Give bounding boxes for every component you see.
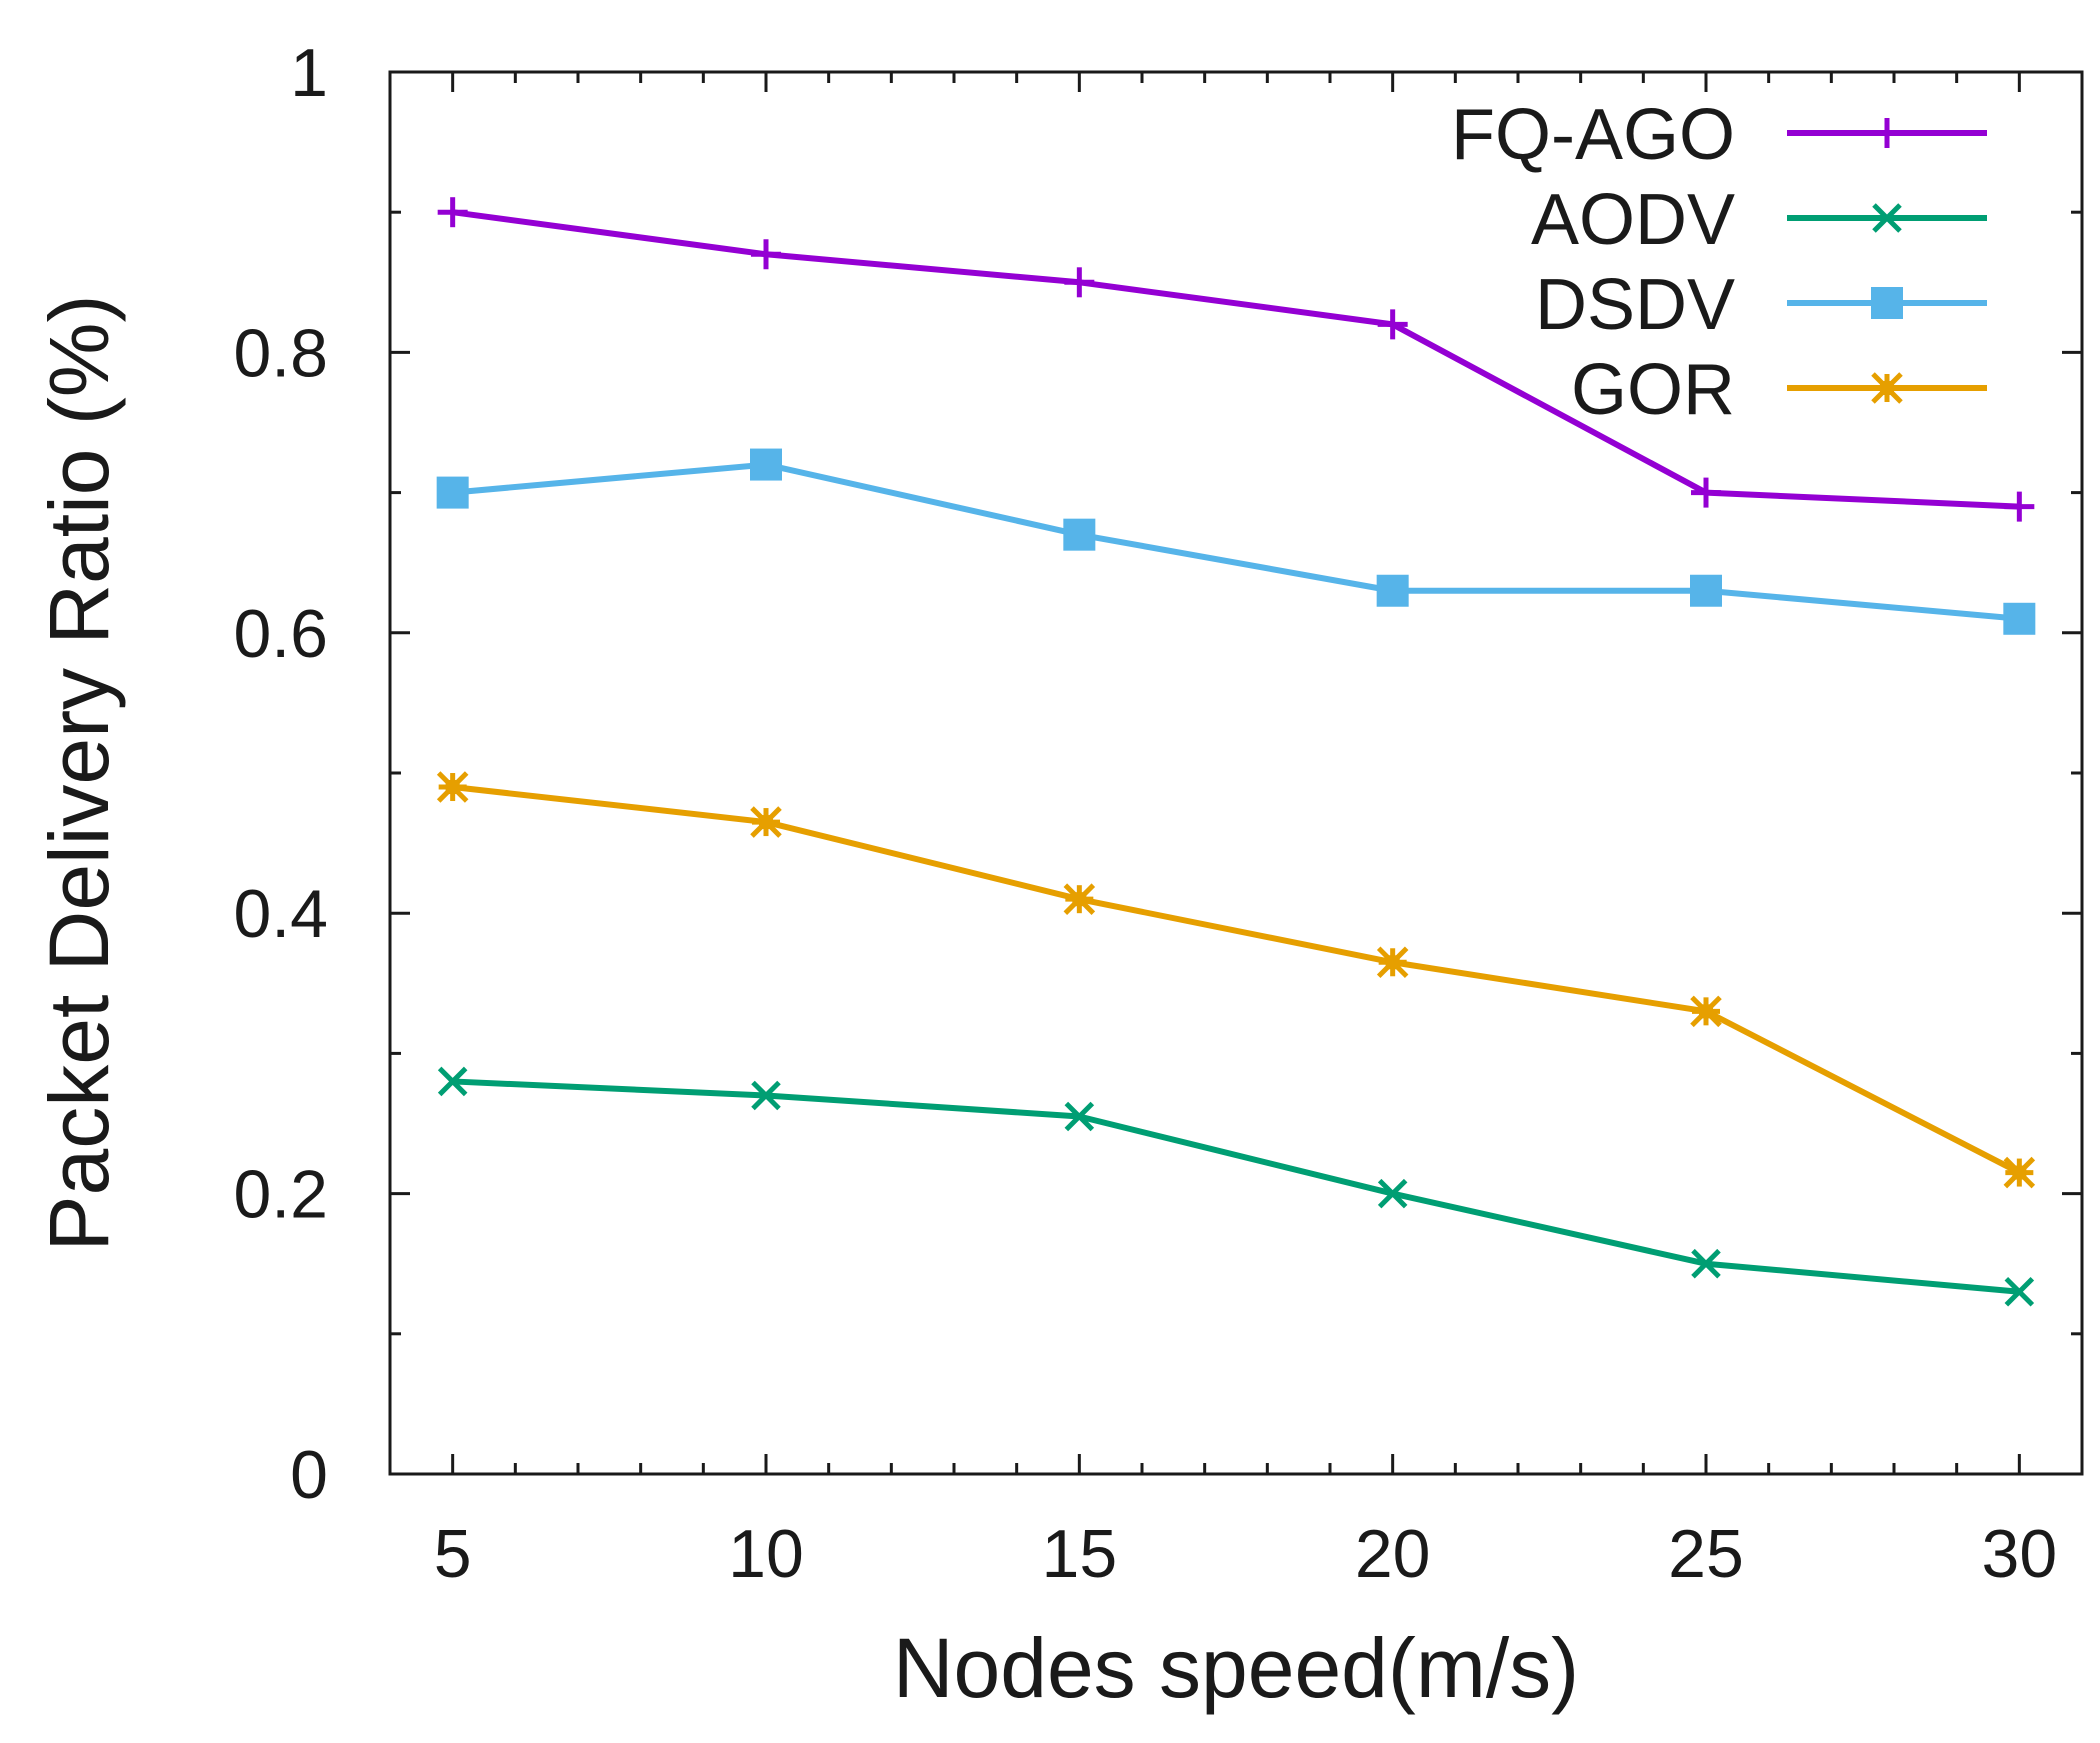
data-point-fq-ago (437, 197, 468, 228)
plot-frame (388, 70, 2084, 1476)
data-point-gor (1690, 995, 1722, 1028)
data-point-dsdv (2003, 602, 2036, 635)
data-point-dsdv (750, 448, 782, 481)
tick-labels: 00.20.40.60.815 10 15 20 25 30 (233, 35, 2057, 1592)
series-line-fq-ago (452, 209, 2020, 510)
data-point-aodv (751, 1080, 781, 1111)
y-tick-label: 1 (290, 35, 328, 111)
x-axis-title: Nodes speed(m/s) (893, 1621, 1579, 1715)
data-point-dsdv (1376, 574, 1409, 607)
data-point-gor (1063, 883, 1096, 915)
legend-swatch-marker (1871, 372, 1903, 404)
data-point-dsdv (1063, 518, 1096, 551)
legend-label: GOR (1571, 350, 1735, 430)
x-tick-label: 30 (1982, 1516, 2058, 1592)
data-point-gor (750, 806, 782, 838)
data-point-aodv (1377, 1178, 1408, 1209)
data-point-aodv (2004, 1276, 2035, 1307)
data-point-gor (1376, 946, 1409, 979)
data-point-fq-ago (1691, 477, 1721, 508)
x-tick-label: 15 (1042, 1516, 1118, 1592)
legend-label: DSDV (1535, 265, 1735, 345)
x-tick-label: 5 (434, 1516, 472, 1592)
series-line-gor (452, 784, 2021, 1176)
series-markers (436, 197, 2036, 1307)
data-point-fq-ago (1377, 309, 1408, 340)
data-point-fq-ago (1064, 267, 1095, 298)
data-point-aodv (1691, 1248, 1721, 1279)
legend-item-fq-ago: FQ-AGO (1451, 95, 1987, 175)
y-axis-title: Packet Delivery Ratio (%) (32, 295, 126, 1252)
data-point-aodv (1064, 1101, 1095, 1132)
data-point-gor (2003, 1156, 2036, 1189)
series-line-aodv (452, 1078, 2020, 1295)
data-point-fq-ago (751, 239, 781, 270)
legend-label: FQ-AGO (1451, 95, 1735, 175)
x-tick-label: 25 (1668, 1516, 1744, 1592)
data-point-gor (436, 771, 469, 803)
axis-ticks (388, 72, 2084, 1474)
legend-swatch-marker (1872, 118, 1902, 148)
data-point-aodv (437, 1066, 468, 1097)
legend-swatch-marker (1872, 203, 1902, 233)
x-tick-label: 20 (1355, 1516, 1431, 1592)
legend-item-gor: GOR (1571, 350, 1987, 430)
x-tick-label: 10 (728, 1516, 804, 1592)
legend-item-aodv: AODV (1531, 180, 1987, 260)
y-tick-label: 0 (290, 1437, 328, 1513)
series-line-dsdv (452, 461, 2020, 622)
legend-swatch-marker (1871, 287, 1903, 319)
y-tick-label: 0.4 (233, 876, 328, 952)
legend-label: AODV (1531, 180, 1735, 260)
y-tick-label: 0.8 (233, 315, 328, 391)
legend-item-dsdv: DSDV (1535, 265, 1987, 345)
y-tick-label: 0.2 (233, 1157, 328, 1233)
data-point-fq-ago (2004, 491, 2035, 522)
data-point-dsdv (436, 476, 469, 509)
data-point-dsdv (1690, 574, 1722, 607)
series-lines (452, 209, 2021, 1295)
y-tick-label: 0.6 (233, 596, 328, 672)
